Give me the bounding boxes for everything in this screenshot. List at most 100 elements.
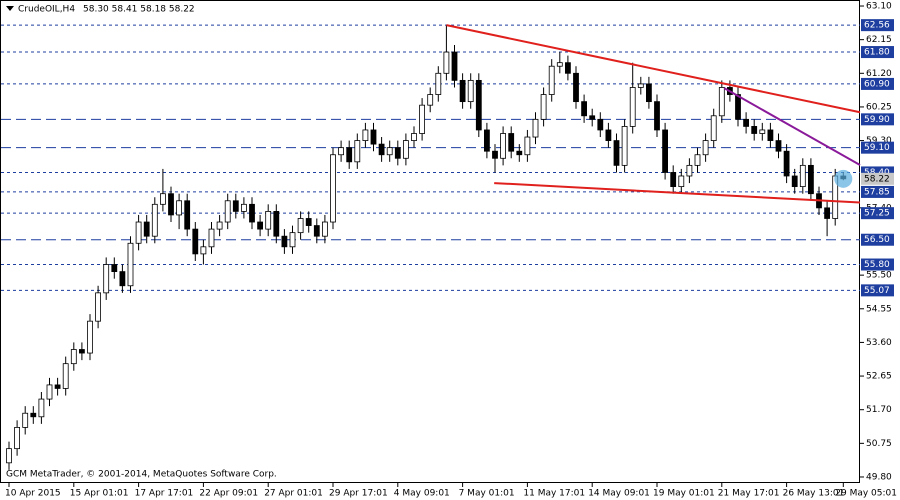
plot-frame	[0, 0, 860, 483]
candle-body	[402, 140, 409, 159]
level-label-box	[861, 19, 894, 32]
candle-body	[670, 172, 677, 188]
level-label-box	[861, 46, 894, 59]
x-tick-label: 22 Apr 09:01	[199, 489, 258, 499]
level-label: 59.90	[864, 115, 890, 125]
candle-body	[573, 72, 579, 103]
candle-body	[103, 264, 110, 294]
y-tick-label: 63.10	[866, 2, 892, 12]
candle-body	[791, 175, 798, 188]
y-tick-label: 55.50	[866, 271, 892, 281]
candle-body	[79, 349, 85, 354]
y-tick-label: 54.55	[866, 304, 892, 314]
candle-body	[362, 129, 369, 141]
y-tick-label: 59.30	[866, 136, 892, 146]
candle-body	[224, 200, 231, 223]
level-label: 55.07	[864, 286, 890, 296]
candle-body	[54, 384, 61, 389]
x-tick-label: 19 May 01:01	[653, 489, 715, 499]
trendline	[723, 87, 861, 166]
level-label: 60.90	[864, 79, 890, 89]
candle-body	[646, 83, 652, 103]
candle-body	[249, 203, 255, 223]
candle-body	[751, 126, 758, 134]
level-label: 61.80	[864, 48, 890, 58]
candle-body	[257, 221, 264, 230]
candle-body	[354, 140, 361, 163]
y-tick-label: 52.65	[866, 372, 892, 382]
level-label: 56.50	[864, 235, 890, 245]
candle-body	[597, 118, 604, 131]
candle-body	[378, 143, 385, 156]
candle-body	[654, 101, 660, 131]
candle-body	[386, 147, 393, 156]
candle-body	[743, 118, 749, 127]
candle-body	[176, 200, 183, 216]
x-tick-label: 7 May 01:01	[459, 489, 515, 499]
level-label-box	[861, 207, 894, 220]
level-label: 55.80	[864, 260, 890, 270]
x-tick-label: 4 May 09:01	[394, 489, 450, 499]
candle-body	[710, 115, 717, 141]
candle-body	[321, 221, 328, 237]
highlight	[834, 169, 853, 188]
candle-body	[799, 164, 806, 188]
candle-body	[524, 136, 531, 156]
candle-body	[621, 126, 628, 166]
level-label-box	[861, 77, 894, 90]
candle-body	[556, 62, 563, 67]
candle-body	[14, 427, 21, 450]
candle-body	[605, 129, 612, 141]
level-label: 57.25	[864, 209, 890, 219]
candle-body	[192, 228, 199, 255]
candle-body	[500, 133, 507, 159]
y-tick-label: 53.60	[866, 338, 892, 348]
level-label-box	[861, 113, 894, 126]
level-label-box	[861, 233, 894, 246]
candle-body	[22, 412, 29, 428]
candle-body	[111, 264, 118, 272]
candle-body	[435, 72, 442, 95]
candle-body	[135, 221, 142, 244]
candle-body	[735, 94, 741, 120]
candle-body	[467, 79, 474, 103]
candle-body	[38, 398, 45, 418]
candle-body	[629, 87, 636, 127]
candle-body	[330, 154, 336, 223]
candle-body	[613, 140, 620, 166]
current-price-label: 58.22	[864, 174, 890, 184]
x-tick-label: 11 May 17:01	[523, 489, 585, 499]
candle-body	[808, 164, 814, 195]
level-label-box	[861, 284, 894, 297]
current-price-box	[861, 172, 894, 185]
candle-body	[151, 203, 158, 237]
candle-body	[338, 147, 345, 156]
candle-body	[159, 193, 166, 205]
candle-body	[216, 221, 223, 230]
candle-body	[540, 94, 547, 120]
menu-triangle[interactable]	[6, 6, 14, 11]
candle-body	[87, 320, 93, 354]
candle-body	[475, 79, 482, 131]
candle-body	[305, 218, 312, 226]
symbol: CrudeOIL,H4	[18, 5, 75, 15]
y-tick-label: 62.15	[866, 35, 892, 45]
level-label: 62.56	[864, 21, 890, 31]
copyright: GCM MetaTrader, © 2001-2014, MetaQuotes …	[6, 470, 277, 480]
candle-body	[516, 150, 523, 156]
candle-body	[451, 51, 458, 81]
y-tick-label: 51.70	[866, 405, 892, 415]
candle-body	[119, 271, 126, 287]
candle-body	[6, 448, 12, 464]
candle-body	[281, 235, 288, 248]
candle-body	[581, 101, 587, 117]
candle-body	[411, 133, 417, 141]
candle-body	[200, 246, 207, 255]
x-tick-label: 29 Apr 17:01	[329, 489, 388, 499]
level-label-box	[861, 185, 894, 198]
candle-body	[127, 242, 134, 287]
x-tick-label: 17 Apr 17:01	[135, 489, 194, 499]
x-tick-label: 26 May 13:01	[783, 489, 845, 499]
candle-body	[694, 154, 701, 166]
candle-body	[775, 140, 782, 152]
